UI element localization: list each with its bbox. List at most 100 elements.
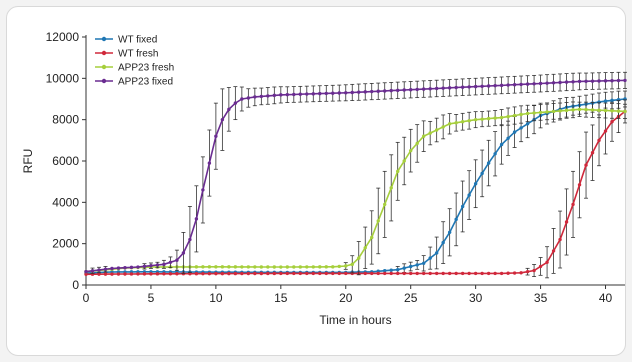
y-tick-label: 4000	[52, 195, 79, 209]
data-point	[519, 271, 522, 274]
data-point	[409, 272, 412, 275]
data-point	[435, 128, 438, 131]
data-point	[506, 137, 509, 140]
data-point	[428, 272, 431, 275]
data-point	[130, 272, 133, 275]
data-point	[214, 135, 217, 138]
data-point	[610, 79, 613, 82]
y-tick-label: 6000	[52, 154, 79, 168]
data-point	[474, 272, 477, 275]
data-point	[312, 92, 315, 95]
data-point	[260, 272, 263, 275]
data-point	[578, 183, 581, 186]
data-point	[610, 120, 613, 123]
data-point	[604, 129, 607, 132]
data-point	[597, 139, 600, 142]
data-point	[448, 272, 451, 275]
data-point	[584, 108, 587, 111]
data-point	[331, 92, 334, 95]
data-point	[234, 101, 237, 104]
data-point	[435, 272, 438, 275]
data-point	[474, 182, 477, 185]
legend-marker	[102, 37, 106, 41]
data-point	[396, 89, 399, 92]
data-point	[104, 268, 107, 271]
data-point	[227, 108, 230, 111]
data-point	[461, 205, 464, 208]
data-point	[467, 193, 470, 196]
data-point	[201, 188, 204, 191]
data-point	[415, 263, 418, 266]
data-point	[403, 159, 406, 162]
data-point	[578, 108, 581, 111]
data-point	[396, 268, 399, 271]
data-point	[526, 82, 529, 85]
data-point	[532, 111, 535, 114]
data-point	[519, 126, 522, 129]
data-point	[584, 163, 587, 166]
data-point	[604, 99, 607, 102]
data-point	[247, 265, 250, 268]
data-point	[461, 120, 464, 123]
data-point	[273, 272, 276, 275]
data-point	[545, 110, 548, 113]
data-point	[526, 122, 529, 125]
data-point	[208, 265, 211, 268]
data-point	[610, 109, 613, 112]
data-point	[175, 259, 178, 262]
data-point	[500, 116, 503, 119]
data-point	[208, 161, 211, 164]
data-point	[604, 79, 607, 82]
data-point	[403, 266, 406, 269]
data-point	[338, 91, 341, 94]
data-point	[201, 265, 204, 268]
data-point	[565, 80, 568, 83]
data-point	[110, 267, 113, 270]
data-point	[441, 272, 444, 275]
data-point	[182, 251, 185, 254]
data-point	[97, 268, 100, 271]
x-axis-title: Time in hours	[319, 313, 391, 327]
data-point	[377, 272, 380, 275]
data-point	[441, 125, 444, 128]
data-point	[221, 118, 224, 121]
data-point	[292, 93, 295, 96]
data-point	[169, 261, 172, 264]
data-point	[318, 265, 321, 268]
data-point	[175, 272, 178, 275]
x-tick-label: 10	[209, 291, 223, 305]
data-point	[422, 262, 425, 265]
data-point	[396, 170, 399, 173]
data-point	[552, 249, 555, 252]
data-point	[532, 269, 535, 272]
data-point	[247, 96, 250, 99]
data-point	[195, 265, 198, 268]
data-point	[208, 272, 211, 275]
data-point	[149, 272, 152, 275]
data-point	[253, 95, 256, 98]
data-point	[493, 84, 496, 87]
data-point	[480, 85, 483, 88]
data-point	[539, 82, 542, 85]
data-point	[435, 251, 438, 254]
data-point	[396, 272, 399, 275]
data-point	[188, 238, 191, 241]
data-point	[623, 110, 626, 113]
y-tick-label: 2000	[52, 237, 79, 251]
legend-label: APP23 fresh	[118, 63, 174, 74]
data-point	[325, 272, 328, 275]
data-point	[318, 272, 321, 275]
data-point	[240, 272, 243, 275]
data-point	[519, 83, 522, 86]
data-point	[110, 272, 113, 275]
data-point	[377, 219, 380, 222]
data-point	[539, 111, 542, 114]
data-point	[227, 272, 230, 275]
data-point	[299, 265, 302, 268]
data-point	[156, 263, 159, 266]
data-point	[591, 108, 594, 111]
data-point	[117, 266, 120, 269]
data-point	[84, 270, 87, 273]
data-point	[123, 266, 126, 269]
legend-label: APP23 fixed	[118, 77, 173, 88]
